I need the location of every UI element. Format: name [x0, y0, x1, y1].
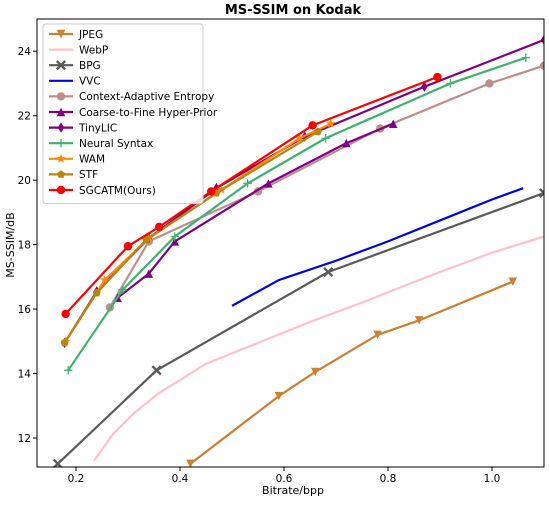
legend-label-stf: STF — [79, 169, 98, 181]
legend-item-webp: WebP — [49, 44, 108, 56]
y-axis-label: MS-SSIM/dB — [4, 212, 17, 277]
series-line-sgcatm-ours — [64, 75, 438, 315]
series-line-webp — [93, 235, 544, 462]
data-point-stf-2 — [142, 235, 151, 244]
chart-title: MS-SSIM on Kodak — [225, 3, 362, 18]
data-point-jpeg-2 — [311, 367, 320, 377]
data-point-stf-1 — [92, 288, 101, 297]
data-point-context-adaptive-entropy-5 — [539, 61, 544, 70]
legend-label-vvc: VVC — [79, 76, 101, 88]
x-axis-label: Bitrate/bpp — [262, 484, 324, 497]
data-point-coarse-to-fine-hyper-prior-2 — [170, 237, 179, 246]
series-line-coarse-to-fine-hyper-prior — [116, 122, 394, 299]
axes-frame — [36, 18, 545, 468]
legend-box — [42, 23, 204, 205]
data-point-stf-4 — [313, 127, 322, 136]
data-point-context-adaptive-entropy-4 — [485, 79, 494, 88]
series-line-bpg — [57, 192, 544, 465]
y-tick-label-6: 24 — [18, 46, 32, 58]
legend-marker-neural-syntax — [56, 139, 66, 148]
legend-label-tinylic: TinyLIC — [78, 122, 117, 134]
legend-label-jpeg: JPEG — [78, 29, 103, 41]
legend: JPEG WebP BPG VVC Context-Adaptive Entropy Co… — [42, 23, 218, 205]
legend-item-bpg: BPG — [49, 60, 101, 72]
legend-item-jpeg: JPEG — [49, 29, 103, 41]
legend-label-coarse-to-fine-hyper-prior: Coarse-to-Fine Hyper-Prior — [79, 107, 218, 119]
x-tick-label-3: 0.8 — [380, 473, 397, 485]
data-point-jpeg-3 — [373, 330, 382, 340]
y-tick-label-4: 20 — [18, 175, 31, 187]
data-point-coarse-to-fine-hyper-prior-1 — [144, 269, 153, 278]
data-point-neural-syntax-5 — [446, 79, 455, 88]
data-point-bpg-3 — [538, 187, 544, 199]
series-group — [52, 34, 544, 467]
legend-item-coarse-to-fine-hyper-prior: Coarse-to-Fine Hyper-Prior — [49, 107, 218, 119]
data-point-neural-syntax-3 — [243, 179, 252, 188]
data-point-sgcatm-ours-4 — [308, 121, 317, 130]
legend-item-stf: STF — [49, 169, 98, 181]
legend-item-tinylic: TinyLIC — [49, 122, 117, 134]
data-point-coarse-to-fine-hyper-prior-5 — [389, 119, 398, 128]
data-point-neural-syntax-2 — [170, 232, 179, 241]
legend-marker-tinylic — [57, 122, 65, 133]
y-tick-label-1: 14 — [18, 369, 32, 381]
data-point-neural-syntax-4 — [321, 134, 330, 143]
data-point-sgcatm-ours-5 — [433, 72, 442, 82]
data-point-jpeg-1 — [274, 391, 283, 401]
series-line-jpeg — [189, 280, 514, 465]
x-tick-label-4: 1.0 — [484, 473, 501, 485]
data-point-stf-0 — [60, 338, 69, 347]
y-tick-label-5: 22 — [18, 111, 31, 123]
data-point-neural-syntax-1 — [118, 285, 127, 294]
legend-label-neural-syntax: Neural Syntax — [79, 138, 153, 150]
data-point-bpg-1 — [151, 365, 162, 376]
y-tick-label-3: 18 — [18, 240, 31, 252]
data-point-jpeg-0 — [186, 459, 195, 467]
data-point-sgcatm-ours-3 — [207, 187, 216, 196]
data-point-coarse-to-fine-hyper-prior-4 — [342, 138, 351, 148]
legend-label-webp: WebP — [79, 44, 108, 56]
legend-marker-stf — [57, 170, 65, 178]
data-point-bpg-2 — [323, 266, 334, 278]
data-point-sgcatm-ours-2 — [155, 222, 164, 232]
data-point-jpeg-5 — [508, 277, 517, 286]
data-point-tinylic-5 — [421, 81, 428, 92]
data-point-neural-syntax-6 — [521, 53, 530, 62]
series-line-vvc — [231, 187, 524, 307]
data-point-neural-syntax-0 — [64, 366, 73, 375]
legend-item-context-adaptive-entropy: Context-Adaptive Entropy — [49, 91, 214, 103]
data-point-wam-4 — [295, 133, 305, 143]
legend-marker-coarse-to-fine-hyper-prior — [56, 107, 66, 117]
legend-marker-context-adaptive-entropy — [56, 92, 66, 101]
legend-label-bpg: BPG — [79, 60, 101, 72]
x-tick-label-0: 0.2 — [68, 473, 85, 485]
x-tick-label-1: 0.4 — [172, 473, 189, 485]
legend-item-vvc: VVC — [49, 76, 101, 88]
data-point-sgcatm-ours-1 — [123, 242, 133, 251]
legend-marker-bpg — [55, 60, 67, 71]
y-tick-label-0: 12 — [18, 433, 31, 445]
legend-item-sgcatm-ours: SGCATM(Ours) — [49, 185, 156, 197]
series-line-context-adaptive-entropy — [108, 64, 544, 309]
data-point-wam-5 — [326, 118, 336, 128]
legend-marker-sgcatm-ours — [56, 185, 66, 195]
x-tick-label-2: 0.6 — [276, 473, 293, 485]
legend-marker-jpeg — [56, 29, 66, 39]
axes: 0.2 0.4 0.6 0.8 1.0 12 14 16 18 20 22 24 — [18, 18, 545, 485]
legend-label-sgcatm-ours: SGCATM(Ours) — [79, 185, 156, 197]
legend-label-context-adaptive-entropy: Context-Adaptive Entropy — [79, 91, 214, 103]
data-point-coarse-to-fine-hyper-prior-3 — [264, 179, 273, 188]
legend-item-neural-syntax: Neural Syntax — [49, 138, 153, 150]
y-tick-label-2: 16 — [18, 304, 32, 316]
data-point-tinylic-6 — [540, 34, 544, 46]
legend-marker-wam — [56, 154, 66, 163]
data-point-jpeg-4 — [415, 316, 424, 325]
legend-item-wam: WAM — [49, 154, 105, 166]
plot-area — [52, 34, 544, 467]
data-point-sgcatm-ours-0 — [61, 309, 70, 319]
legend-label-wam: WAM — [79, 154, 105, 166]
